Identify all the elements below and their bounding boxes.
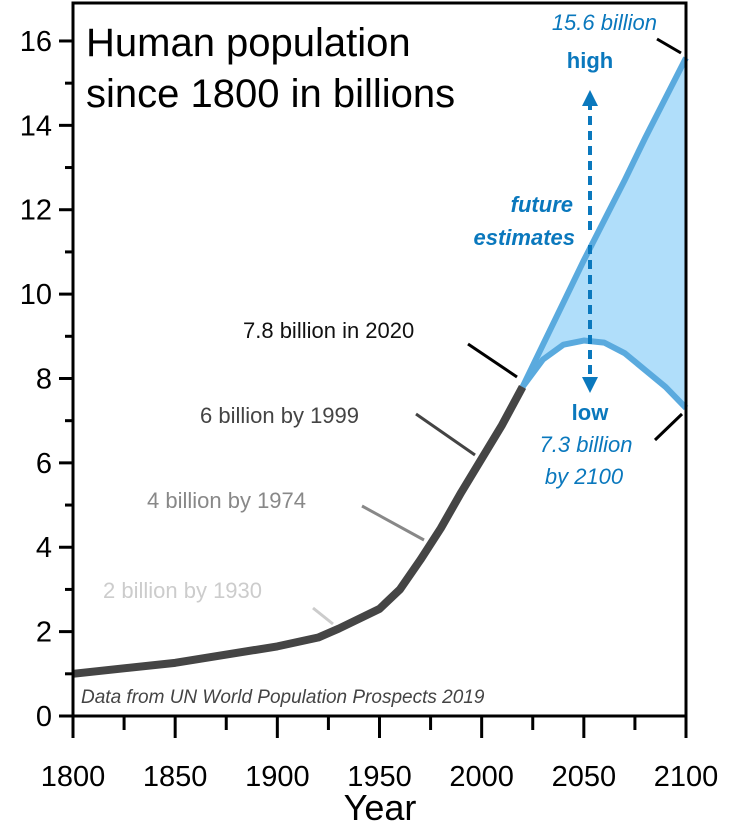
low-year-label: by 2100 (545, 464, 624, 489)
low-projection-line (520, 337, 689, 411)
x-tick-label: 2100 (654, 761, 719, 793)
leader-2020 (467, 342, 518, 379)
x-tick-label: 1800 (41, 761, 106, 793)
x-tick-label: 2050 (552, 761, 617, 793)
x-tick-label: 2000 (449, 761, 514, 793)
leader-1999 (415, 412, 476, 457)
x-tick-label: 1900 (245, 761, 310, 793)
y-tick-label: 14 (20, 110, 52, 142)
future-label-1: future (511, 192, 573, 217)
leader-1974 (361, 504, 425, 542)
y-tick-label: 2 (36, 617, 52, 649)
x-tick-label: 1950 (347, 761, 412, 793)
annotation-1999: 6 billion by 1999 (200, 403, 359, 428)
source-note: Data from UN World Population Prospects … (81, 687, 485, 708)
leader-1930 (312, 606, 334, 626)
y-tick-label: 10 (20, 279, 52, 311)
y-tick-label: 16 (20, 26, 52, 58)
leader-low (653, 412, 684, 442)
chart-title-line-2: since 1800 in billions (86, 72, 455, 116)
low-value-label: 7.3 billion (540, 432, 633, 457)
chart-title-line-1: Human population (86, 21, 411, 65)
historical-population-line (72, 385, 527, 678)
y-tick-label: 0 (36, 701, 52, 733)
projection-band (522, 57, 686, 409)
high-projection-line (519, 56, 689, 389)
y-tick-label: 8 (36, 363, 52, 395)
leader-high (656, 37, 682, 55)
future-label-2: estimates (473, 225, 575, 250)
low-label: low (572, 400, 610, 425)
y-tick-label: 4 (36, 532, 52, 564)
x-tick-label: 1850 (143, 761, 208, 793)
x-axis-label: Year (344, 787, 417, 828)
high-value-label: 15.6 billion (552, 10, 657, 35)
annotation-1930: 2 billion by 1930 (103, 578, 262, 603)
annotation-1974: 4 billion by 1974 (147, 488, 306, 513)
annotation-2020: 7.8 billion in 2020 (243, 318, 414, 343)
high-label: high (567, 48, 613, 73)
y-tick-label: 12 (20, 195, 52, 227)
y-tick-label: 6 (36, 448, 52, 480)
